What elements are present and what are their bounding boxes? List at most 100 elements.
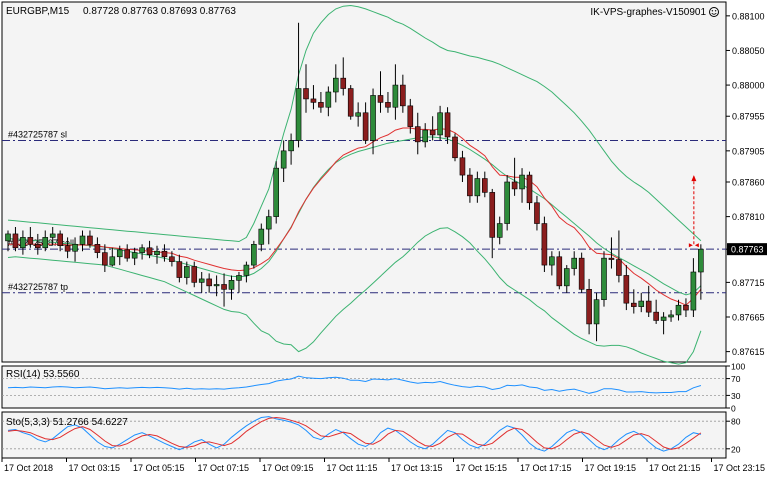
candle xyxy=(645,285,652,317)
candle xyxy=(623,265,630,311)
bear-candle-body xyxy=(407,105,414,127)
price-panel[interactable]: #432725787 sl #432725787 sell #432725787 t… xyxy=(1,1,727,365)
bull-candle-body xyxy=(243,264,250,276)
bull-candle-body xyxy=(295,88,302,141)
bull-candle-body xyxy=(422,129,429,143)
bear-candle-body xyxy=(400,84,406,107)
candle xyxy=(481,171,488,198)
candle xyxy=(571,251,578,276)
current-price-box xyxy=(727,243,767,256)
bear-candle-body xyxy=(191,266,198,283)
bear-candle-body xyxy=(102,252,108,266)
rsi-plot xyxy=(2,375,726,396)
stoch-plot xyxy=(2,416,726,452)
candle xyxy=(563,265,570,293)
bull-candle-body xyxy=(563,268,570,287)
bear-candle-body xyxy=(340,77,347,89)
bull-candle-body xyxy=(236,275,242,281)
smiley-icon[interactable] xyxy=(709,7,719,17)
bear-candle-body xyxy=(526,174,533,204)
current-price-label: 0.87763 xyxy=(731,245,764,255)
time-axis: 17 Oct 2018 17 Oct 03:15 17 Oct 05:15 17 Oc… xyxy=(1,458,766,473)
bear-candle-body xyxy=(57,233,63,246)
stoch-main-line xyxy=(7,416,702,452)
time-tick-label: 17 Oct 19:15 xyxy=(585,463,637,473)
candle xyxy=(87,230,93,248)
price-panel-frame xyxy=(1,1,727,363)
candle xyxy=(549,251,555,276)
candle xyxy=(400,74,406,113)
time-tick-label: 17 Oct 23:15 xyxy=(714,463,766,473)
bear-candle-body xyxy=(511,181,518,190)
bear-candle-body xyxy=(489,192,496,238)
candle xyxy=(236,272,242,293)
candle xyxy=(675,299,682,321)
candle xyxy=(49,227,56,246)
candle xyxy=(109,247,116,267)
candle xyxy=(57,230,63,252)
bull-candle-body xyxy=(265,216,272,230)
candle xyxy=(243,261,250,283)
candle xyxy=(347,85,354,120)
bear-candle-body xyxy=(206,278,212,287)
price-tick-label: 0.87860 xyxy=(732,178,765,188)
bull-candle-body xyxy=(198,278,205,283)
bollinger-upper-line xyxy=(7,4,702,243)
candle xyxy=(593,292,600,342)
rsi-tick-label: 70 xyxy=(731,374,741,384)
candle xyxy=(429,116,436,141)
price-tick-label: 0.88100 xyxy=(732,11,765,21)
chart-symbol: EURGBP,M15 xyxy=(6,6,70,17)
bear-candle-body xyxy=(459,157,466,176)
candle xyxy=(437,105,443,141)
price-tick-label: 0.87715 xyxy=(732,278,765,288)
bear-candle-body xyxy=(385,102,391,108)
time-tick-label: 17 Oct 09:15 xyxy=(262,463,314,473)
bear-candle-body xyxy=(377,95,384,103)
bull-candle-body xyxy=(571,257,578,269)
candle xyxy=(340,57,347,96)
candle xyxy=(146,240,153,259)
bull-candle-body xyxy=(437,112,443,136)
price-tick-label: 0.87905 xyxy=(732,146,765,156)
candles xyxy=(5,22,704,342)
candle xyxy=(273,161,280,224)
bull-candle-body xyxy=(601,257,607,300)
bull-candle-body xyxy=(109,256,116,266)
candle xyxy=(161,244,168,262)
candle xyxy=(474,171,481,203)
bull-candle-body xyxy=(72,244,78,252)
candle xyxy=(72,237,78,262)
bear-candle-body xyxy=(362,112,369,141)
price-tick-label: 0.87665 xyxy=(732,313,765,323)
candle xyxy=(504,175,510,231)
expert-name: IK-VPS-graphes-V150901 xyxy=(590,7,706,18)
candle xyxy=(608,237,615,269)
rsi-panel[interactable]: RSI(14) 53.5560 xyxy=(1,365,727,409)
candle xyxy=(116,245,123,266)
stoch-panel[interactable]: Sto(5,3,3) 51.2766 54.6227 xyxy=(1,411,727,459)
candle xyxy=(683,298,689,317)
stoch-tick-label: 20 xyxy=(731,444,741,454)
candle xyxy=(586,278,592,335)
bull-candle-body xyxy=(698,248,704,273)
bull-candle-body xyxy=(370,95,376,141)
bear-candle-body xyxy=(452,136,458,159)
candle xyxy=(362,102,369,144)
candle xyxy=(12,227,19,252)
bear-candle-body xyxy=(541,223,548,266)
bear-candle-body xyxy=(429,129,436,136)
candle xyxy=(42,230,49,252)
bull-candle-body xyxy=(228,280,235,290)
time-tick-label: 17 Oct 05:15 xyxy=(133,463,185,473)
bear-candle-body xyxy=(303,88,309,100)
candle xyxy=(27,227,34,248)
candle xyxy=(519,168,525,203)
price-tick-label: 0.88000 xyxy=(732,81,765,91)
bear-candle-body xyxy=(683,304,689,311)
candle xyxy=(534,195,540,231)
bull-candle-body xyxy=(273,167,280,217)
bull-candle-body xyxy=(638,300,645,307)
bull-candle-body xyxy=(496,223,503,238)
